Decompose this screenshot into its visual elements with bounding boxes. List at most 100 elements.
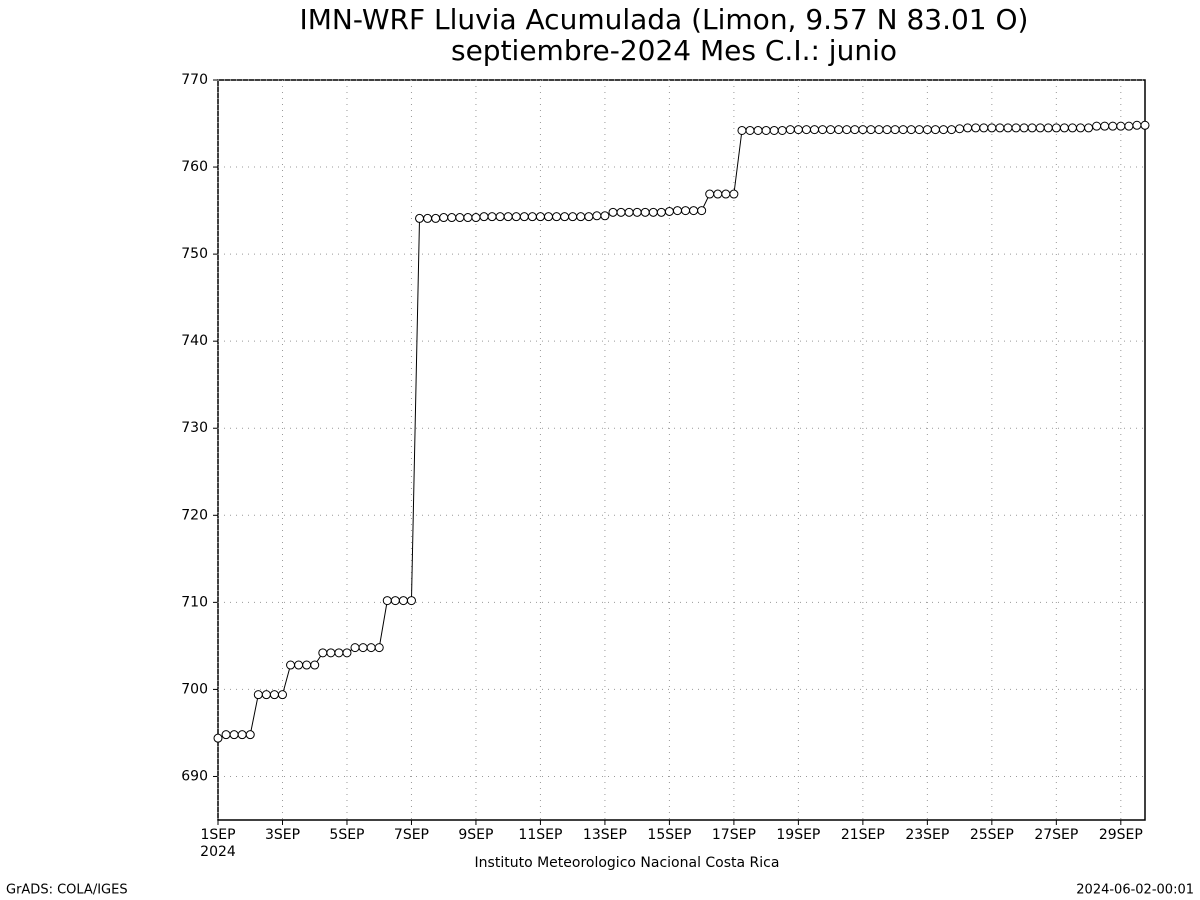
data-point (390, 596, 400, 606)
y-tick-label: 690 (181, 768, 208, 784)
data-point (697, 206, 707, 216)
data-point (310, 660, 320, 670)
data-point (850, 125, 860, 135)
data-point (286, 660, 296, 670)
data-point (294, 660, 304, 670)
data-point (713, 189, 723, 199)
data-point (229, 730, 239, 740)
data-point (616, 207, 626, 217)
data-point (890, 125, 900, 135)
data-point (398, 596, 408, 606)
x-tick-label: 15SEP (647, 827, 691, 843)
data-point (866, 125, 876, 135)
y-tick-label: 760 (181, 159, 208, 175)
data-point (439, 213, 449, 223)
data-point (269, 690, 279, 700)
data-point (479, 212, 489, 222)
data-point (801, 125, 811, 135)
data-point (374, 643, 384, 653)
data-point (592, 211, 602, 221)
data-point (624, 207, 634, 217)
x-tick-label: 27SEP (1034, 827, 1078, 843)
data-point (302, 660, 312, 670)
data-point (552, 212, 562, 222)
data-point (1132, 120, 1142, 130)
data-point (1027, 123, 1037, 133)
x-tick-label: 23SEP (905, 827, 949, 843)
data-point (1067, 123, 1077, 133)
data-point (415, 213, 425, 223)
x-tick-label: 1SEP (200, 827, 235, 843)
data-point (664, 206, 674, 216)
data-point (947, 125, 957, 135)
data-point (793, 125, 803, 135)
data-point (1019, 123, 1029, 133)
data-point (632, 207, 642, 217)
data-point (898, 125, 908, 135)
data-point (1100, 121, 1110, 131)
data-point (358, 643, 368, 653)
data-point (382, 596, 392, 606)
data-point (463, 213, 473, 223)
y-tick-label: 770 (181, 72, 208, 88)
data-point (1084, 123, 1094, 133)
data-point (769, 125, 779, 135)
data-point (914, 125, 924, 135)
data-point (971, 123, 981, 133)
data-point (930, 125, 940, 135)
data-point (648, 207, 658, 217)
data-point (423, 213, 433, 223)
data-point (858, 125, 868, 135)
data-point (487, 212, 497, 222)
y-tick-label: 730 (181, 420, 208, 436)
data-point (584, 212, 594, 222)
x-tick-label: 25SEP (970, 827, 1014, 843)
data-point (842, 125, 852, 135)
data-point (511, 212, 521, 222)
data-point (705, 189, 715, 199)
data-point (1116, 121, 1126, 131)
timestamp: 2024-06-02-00:01 (1076, 883, 1194, 898)
data-point (777, 125, 787, 135)
data-point (672, 206, 682, 216)
data-point (221, 730, 231, 740)
data-point (471, 213, 481, 223)
data-point (922, 125, 932, 135)
data-point (253, 690, 263, 700)
data-point (640, 207, 650, 217)
data-point (1092, 121, 1102, 131)
data-point (810, 125, 820, 135)
data-point (761, 125, 771, 135)
data-point (1003, 123, 1013, 133)
data-point (245, 730, 255, 740)
data-point (1043, 123, 1053, 133)
y-tick-label: 710 (181, 594, 208, 610)
data-point (318, 648, 328, 658)
data-point (1124, 121, 1134, 131)
data-point (366, 643, 376, 653)
data-point (818, 125, 828, 135)
data-point (979, 123, 989, 133)
data-point (447, 213, 457, 223)
data-point (342, 648, 352, 658)
data-point (963, 123, 973, 133)
data-point (543, 212, 553, 222)
data-point (834, 125, 844, 135)
data-point (568, 212, 578, 222)
chart-subtitle: septiembre-2024 Mes C.I.: junio (451, 34, 897, 67)
data-point (1076, 123, 1086, 133)
x-tick-label: 17SEP (712, 827, 756, 843)
data-point (527, 212, 537, 222)
data-point (729, 189, 739, 199)
data-point (737, 125, 747, 135)
data-point (1140, 120, 1150, 130)
data-point (826, 125, 836, 135)
x-tick-label: 21SEP (841, 827, 885, 843)
data-point (455, 213, 465, 223)
x-sublabel: 2024 (200, 844, 236, 860)
data-point (681, 206, 691, 216)
y-tick-label: 720 (181, 507, 208, 523)
data-point (261, 690, 271, 700)
data-point (560, 212, 570, 222)
